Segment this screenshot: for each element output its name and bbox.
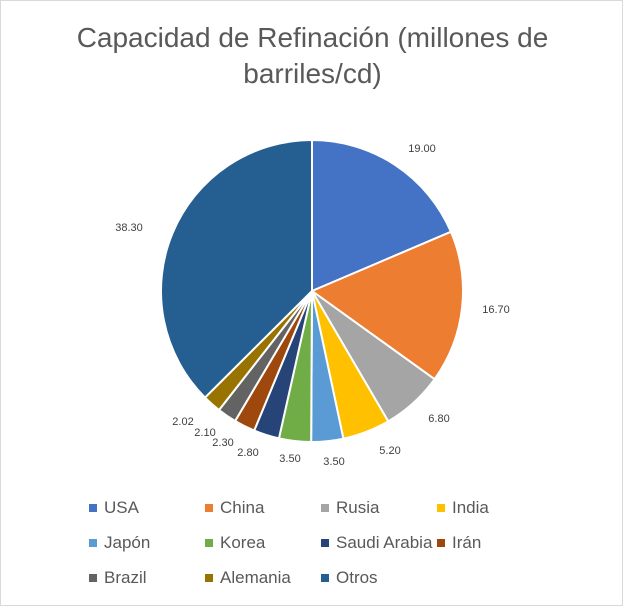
data-label-japón: 3.50 [323, 456, 344, 468]
legend-label: Saudi Arabia [336, 533, 433, 552]
pie-slice-otros [160, 139, 313, 399]
legend-item-brazil: Brazil [89, 568, 147, 588]
data-label-otros: 38.30 [115, 222, 143, 234]
data-label-korea: 3.50 [279, 453, 300, 465]
legend-swatch [321, 574, 329, 582]
data-label-china: 16.70 [482, 304, 510, 316]
legend-item-otros: Otros [321, 568, 378, 588]
legend-label: India [452, 498, 489, 517]
data-label-usa: 19.00 [408, 143, 436, 155]
legend-swatch [205, 574, 213, 582]
legend-item-china: China [205, 498, 264, 518]
legend-swatch [89, 539, 97, 547]
data-label-alemania: 2.02 [172, 416, 193, 428]
legend-label: Japón [104, 533, 151, 552]
data-label-rusia: 6.80 [428, 413, 449, 425]
legend-item-alemania: Alemania [205, 568, 291, 588]
legend-label: Alemania [220, 568, 291, 587]
legend-swatch [205, 504, 213, 512]
legend-swatch [437, 504, 445, 512]
data-label-brazil: 2.10 [194, 427, 215, 439]
legend-item-usa: USA [89, 498, 139, 518]
legend-swatch [321, 539, 329, 547]
legend-swatch [321, 504, 329, 512]
legend-label: Irán [452, 533, 482, 552]
pie-slice-china [311, 230, 464, 381]
chart-title-line-2: barriles/cd) [243, 58, 382, 89]
legend-item-india: India [437, 498, 489, 518]
chart-title-line-1: Capacidad de Refinación (millones de [76, 22, 549, 53]
data-label-irán: 2.30 [212, 437, 233, 449]
legend-swatch [437, 539, 445, 547]
legend-swatch [205, 539, 213, 547]
legend-item-japón: Japón [89, 533, 150, 553]
data-label-india: 5.20 [379, 445, 400, 457]
legend-item-irán: Irán [437, 533, 481, 553]
legend-swatch [89, 504, 97, 512]
legend-item-saudi-arabia: Saudi Arabia [321, 533, 432, 553]
legend-item-rusia: Rusia [321, 498, 379, 518]
legend-label: Brazil [104, 568, 147, 587]
legend-label: China [220, 498, 265, 517]
pie-slice-usa [311, 139, 452, 292]
legend-label: USA [104, 498, 139, 517]
legend-label: Rusia [336, 498, 380, 517]
legend-label: Korea [220, 533, 266, 552]
data-label-saudi-arabia: 2.80 [237, 447, 258, 459]
legend-swatch [89, 574, 97, 582]
legend-item-korea: Korea [205, 533, 265, 553]
legend-label: Otros [336, 568, 378, 587]
